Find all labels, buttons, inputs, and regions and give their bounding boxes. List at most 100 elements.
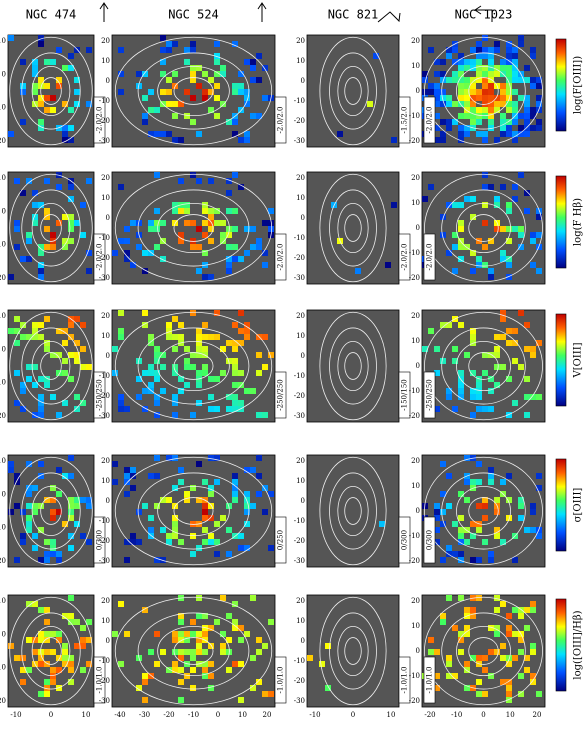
map-pixel: [500, 601, 506, 607]
map-pixel: [244, 250, 250, 256]
isophote: [329, 189, 377, 267]
range-label: -250/250: [277, 379, 285, 410]
map-pixel: [452, 521, 458, 527]
map-pixel: [196, 461, 202, 467]
map-pixel: [530, 113, 536, 119]
map-pixel: [208, 661, 214, 667]
map-pixel: [482, 220, 488, 226]
map-pixel: [74, 340, 80, 346]
map-pixel: [190, 649, 196, 655]
map-pixel: [482, 89, 488, 95]
isophote: [344, 352, 362, 380]
isophote: [40, 214, 62, 242]
map-pixel: [26, 503, 32, 509]
map-pixel: [172, 527, 178, 533]
map-pixel: [196, 328, 202, 334]
y-tick-label: 0: [301, 497, 305, 505]
map-pixel: [506, 661, 512, 667]
x-tick-label: 10: [387, 711, 396, 719]
map-pixel: [68, 515, 74, 521]
map-pixel: [32, 89, 38, 95]
map-pixel: [68, 107, 74, 113]
map-pixel: [166, 89, 172, 95]
map-pixel: [148, 107, 154, 113]
map-pixel: [452, 406, 458, 412]
map-pixel: [256, 53, 262, 59]
map-pixel: [14, 400, 20, 406]
map-pixel: [446, 503, 452, 509]
map-pixel: [172, 485, 178, 491]
y-tick-label: 0: [301, 214, 305, 222]
map-pixel: [238, 89, 244, 95]
map-pixel: [208, 178, 214, 184]
map-pixel: [536, 268, 542, 274]
isophote: [157, 340, 230, 392]
map-pixel: [244, 322, 250, 328]
map-pixel: [202, 649, 208, 655]
map-pixel: [56, 83, 62, 89]
x-tick-label: -20: [163, 711, 174, 719]
map-pixel: [458, 220, 464, 226]
map-pixel: [62, 65, 68, 71]
map-pixel: [38, 95, 44, 101]
map-pixel: [196, 334, 202, 340]
map-pixel: [256, 649, 262, 655]
map-pixel: [50, 679, 56, 685]
map-pixel: [494, 101, 500, 107]
map-pixel: [62, 613, 68, 619]
map-pixel: [494, 346, 500, 352]
map-pixel: [530, 125, 536, 131]
map-pixel: [202, 334, 208, 340]
map-pixel: [232, 370, 238, 376]
colorbar-label: σ[OIII]: [573, 488, 584, 523]
map-pixel: [434, 346, 440, 352]
map-pixel: [184, 346, 190, 352]
map-pixel: [184, 649, 190, 655]
map-pixel: [178, 137, 184, 143]
map-pixel: [44, 551, 50, 557]
map-pixel: [178, 649, 184, 655]
map-pixel: [190, 238, 196, 244]
map-pixel: [20, 679, 26, 685]
y-tick-label: 20: [296, 457, 305, 465]
map-pixel: [232, 625, 238, 631]
map-pixel: [524, 190, 530, 196]
y-tick-label: 0: [2, 70, 6, 78]
map-pixel: [440, 358, 446, 364]
map-pixel: [56, 491, 62, 497]
map-pixel: [74, 358, 80, 364]
map-pixel: [220, 643, 226, 649]
map-pixel: [68, 184, 74, 190]
map-pixel: [518, 515, 524, 521]
isophote: [329, 327, 377, 405]
map-pixel: [464, 65, 470, 71]
map-pixel: [385, 262, 391, 268]
map-pixel: [14, 655, 20, 661]
isophote: [114, 456, 273, 566]
y-tick-label: -10: [409, 672, 420, 680]
map-pixel: [196, 178, 202, 184]
map-pixel: [190, 619, 196, 625]
map-pixel: [500, 479, 506, 485]
y-tick-label: -10: [99, 372, 110, 380]
map-pixel: [136, 539, 142, 545]
map-pixel: [14, 220, 20, 226]
map-pixel: [500, 83, 506, 89]
map-pixel: [494, 71, 500, 77]
map-pixel: [458, 539, 464, 545]
map-pixel: [142, 679, 148, 685]
map-pixel: [506, 95, 512, 101]
isophote: [31, 485, 71, 537]
map-pixel: [506, 613, 512, 619]
map-pixel: [232, 400, 238, 406]
map-pixel: [268, 545, 274, 551]
map-pixel: [226, 244, 232, 250]
map-pixel: [494, 509, 500, 515]
map-pixel: [530, 649, 536, 655]
map-pixel: [74, 497, 80, 503]
map-pixel: [208, 533, 214, 539]
map-pixel: [62, 125, 68, 131]
map-pixel: [20, 83, 26, 89]
column-title: NGC 1023: [455, 8, 513, 22]
y-tick-label: 10: [296, 477, 305, 485]
